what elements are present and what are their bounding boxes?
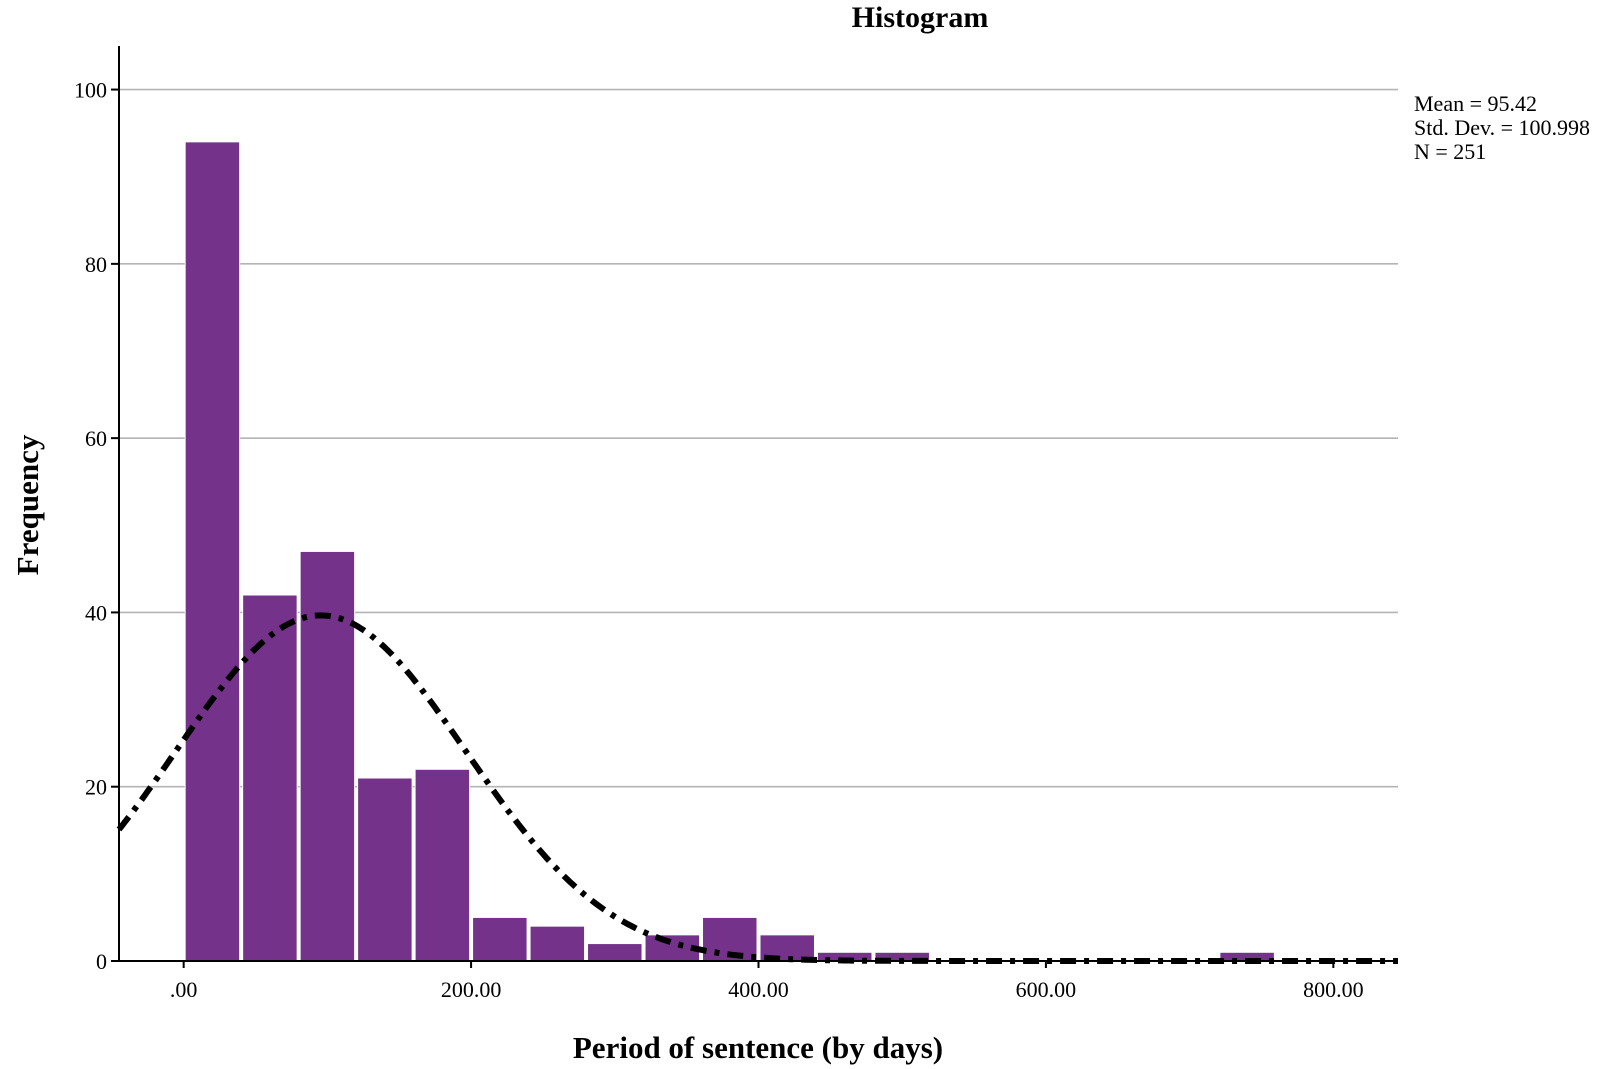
histogram-bar-1 (242, 594, 298, 962)
histogram-bar-7 (587, 943, 643, 962)
x-axis-ticks: .00 200.00 400.00 600.00 800.00 (170, 961, 1364, 1002)
y-tick-label-0: 0 (96, 949, 107, 974)
chart-title: Histogram (852, 1, 989, 34)
histogram-bar-4 (414, 768, 471, 962)
x-tick-label-4: 800.00 (1303, 977, 1364, 1002)
stat-mean: Mean = 95.42 (1414, 91, 1537, 116)
y-axis-label: Frequency (10, 434, 45, 575)
histogram-bar-5 (472, 916, 528, 962)
histogram-bar-3 (357, 777, 413, 962)
y-tick-label-5: 100 (74, 78, 107, 103)
histogram-bars (184, 141, 1275, 962)
x-tick-label-1: 200.00 (441, 977, 502, 1002)
x-axis-label: Period of sentence (by days) (573, 1030, 943, 1065)
histogram-bar-8 (644, 934, 701, 962)
y-tick-label-3: 60 (85, 426, 107, 451)
y-axis-ticks: 0 20 40 60 80 100 (74, 78, 119, 974)
x-tick-label-3: 600.00 (1016, 977, 1077, 1002)
x-tick-label-0: .00 (170, 977, 198, 1002)
y-tick-label-1: 20 (85, 775, 107, 800)
y-tick-label-2: 40 (85, 600, 107, 625)
y-tick-label-4: 80 (85, 252, 107, 277)
x-tick-label-2: 400.00 (728, 977, 789, 1002)
stat-std-dev: Std. Dev. = 100.998 (1414, 115, 1590, 140)
histogram-bar-0 (184, 141, 241, 962)
histogram-bar-6 (529, 925, 586, 962)
stats-box: Mean = 95.42 Std. Dev. = 100.998 N = 251 (1414, 91, 1590, 164)
stat-n: N = 251 (1414, 139, 1486, 164)
